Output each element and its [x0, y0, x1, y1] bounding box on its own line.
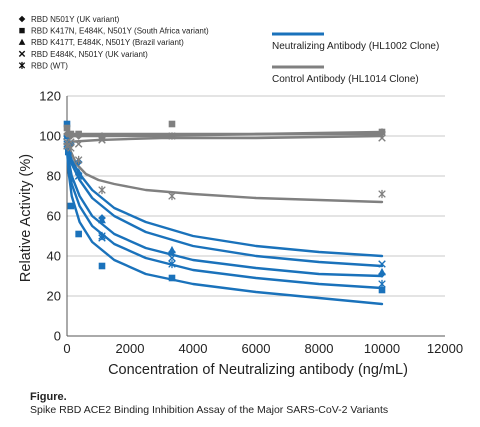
legend-marker-triangle — [18, 38, 26, 45]
series-curve-control-x — [65, 134, 384, 144]
legend-marker-x — [18, 50, 26, 57]
data-point-control-x — [98, 136, 106, 144]
data-point-neutralizing-square — [63, 120, 71, 128]
y-tick-label: 20 — [47, 289, 61, 304]
data-point-control-asterisk — [98, 185, 106, 195]
series-curve-neutralizing-diamond — [65, 144, 384, 268]
data-point-control-square — [378, 128, 386, 136]
data-point-neutralizing-square — [75, 230, 82, 238]
y-axis-title: Relative Activity (%) — [18, 154, 34, 282]
legend-label-triangle: RBD K417T, E484K, N501Y (Brazil variant) — [31, 38, 184, 47]
data-point-control-square — [98, 134, 106, 142]
y-tick-label: 0 — [54, 329, 61, 344]
data-point-neutralizing-x — [168, 254, 176, 262]
x-tick-label: 0 — [63, 341, 70, 356]
x-tick-label: 2000 — [116, 341, 145, 356]
data-point-neutralizing-asterisk — [168, 259, 176, 269]
x-tick-label: 6000 — [242, 341, 271, 356]
data-point-control-asterisk — [74, 155, 83, 165]
data-point-neutralizing-square — [378, 286, 386, 294]
legend-line-label-0: Neutralizing Antibody (HL1002 Clone) — [272, 41, 439, 52]
data-point-neutralizing-triangle — [378, 267, 386, 276]
data-point-control-asterisk — [168, 191, 176, 201]
y-tick-label: 100 — [39, 129, 61, 144]
legend-marker-asterisk — [18, 61, 26, 69]
figure-caption-title: Figure. — [30, 391, 67, 403]
data-point-neutralizing-square — [98, 262, 106, 270]
series-curve-neutralizing-x — [65, 146, 384, 278]
x-tick-label: 4000 — [179, 341, 208, 356]
legend-label-x: RBD E484K, N501Y (UK variant) — [31, 50, 148, 59]
data-point-neutralizing-triangle — [168, 245, 176, 254]
legend-label-square: RBD K417N, E484K, N501Y (South Africa va… — [31, 27, 209, 36]
y-tick-label: 40 — [47, 249, 61, 264]
data-point-neutralizing-square — [168, 274, 176, 282]
data-point-neutralizing-asterisk — [74, 171, 83, 181]
y-tick-label: 80 — [47, 169, 61, 184]
data-point-control-asterisk — [378, 189, 386, 199]
data-point-control-square — [63, 124, 71, 132]
data-point-control-square — [67, 130, 75, 138]
data-point-control-asterisk — [63, 141, 71, 151]
series-curve-neutralizing-asterisk — [65, 146, 384, 290]
x-axis-title: Concentration of Neutralizing antibody (… — [108, 362, 408, 378]
data-point-neutralizing-x — [378, 260, 386, 268]
data-point-neutralizing-triangle — [98, 215, 106, 224]
series-curve-neutralizing-square — [65, 148, 384, 306]
data-point-control-x — [168, 132, 176, 140]
data-point-neutralizing-asterisk — [378, 279, 386, 289]
legend-line-label-1: Control Antibody (HL1014 Clone) — [272, 74, 419, 85]
data-point-neutralizing-asterisk — [98, 231, 106, 241]
data-point-control-asterisk — [67, 143, 75, 153]
y-tick-label: 60 — [47, 209, 61, 224]
series-curve-neutralizing-triangle — [65, 140, 384, 258]
chart: 0 20 40 60 80 100 120 0 2000 4000 6000 8000 10000 120… — [18, 15, 463, 378]
data-point-control-x — [378, 134, 386, 142]
x-tick-label: 8000 — [305, 341, 334, 356]
legend-marker-diamond — [18, 15, 26, 23]
legend-marker-square — [19, 27, 25, 34]
x-tick-label: 12000 — [427, 341, 463, 356]
legend-label-asterisk: RBD (WT) — [31, 61, 68, 70]
data-point-control-square — [75, 130, 82, 138]
data-point-control-x — [74, 140, 83, 148]
x-tick-label: 10000 — [364, 341, 400, 356]
legend-label-diamond: RBD N501Y (UK variant) — [31, 15, 120, 24]
data-point-neutralizing-square — [67, 202, 75, 210]
y-tick-label: 120 — [39, 89, 61, 104]
series-curve-control-asterisk — [65, 134, 384, 204]
data-point-control-square — [168, 120, 176, 128]
figure-caption-text: Spike RBD ACE2 Binding Inhibition Assay … — [30, 404, 389, 416]
data-point-neutralizing-square — [64, 148, 72, 156]
